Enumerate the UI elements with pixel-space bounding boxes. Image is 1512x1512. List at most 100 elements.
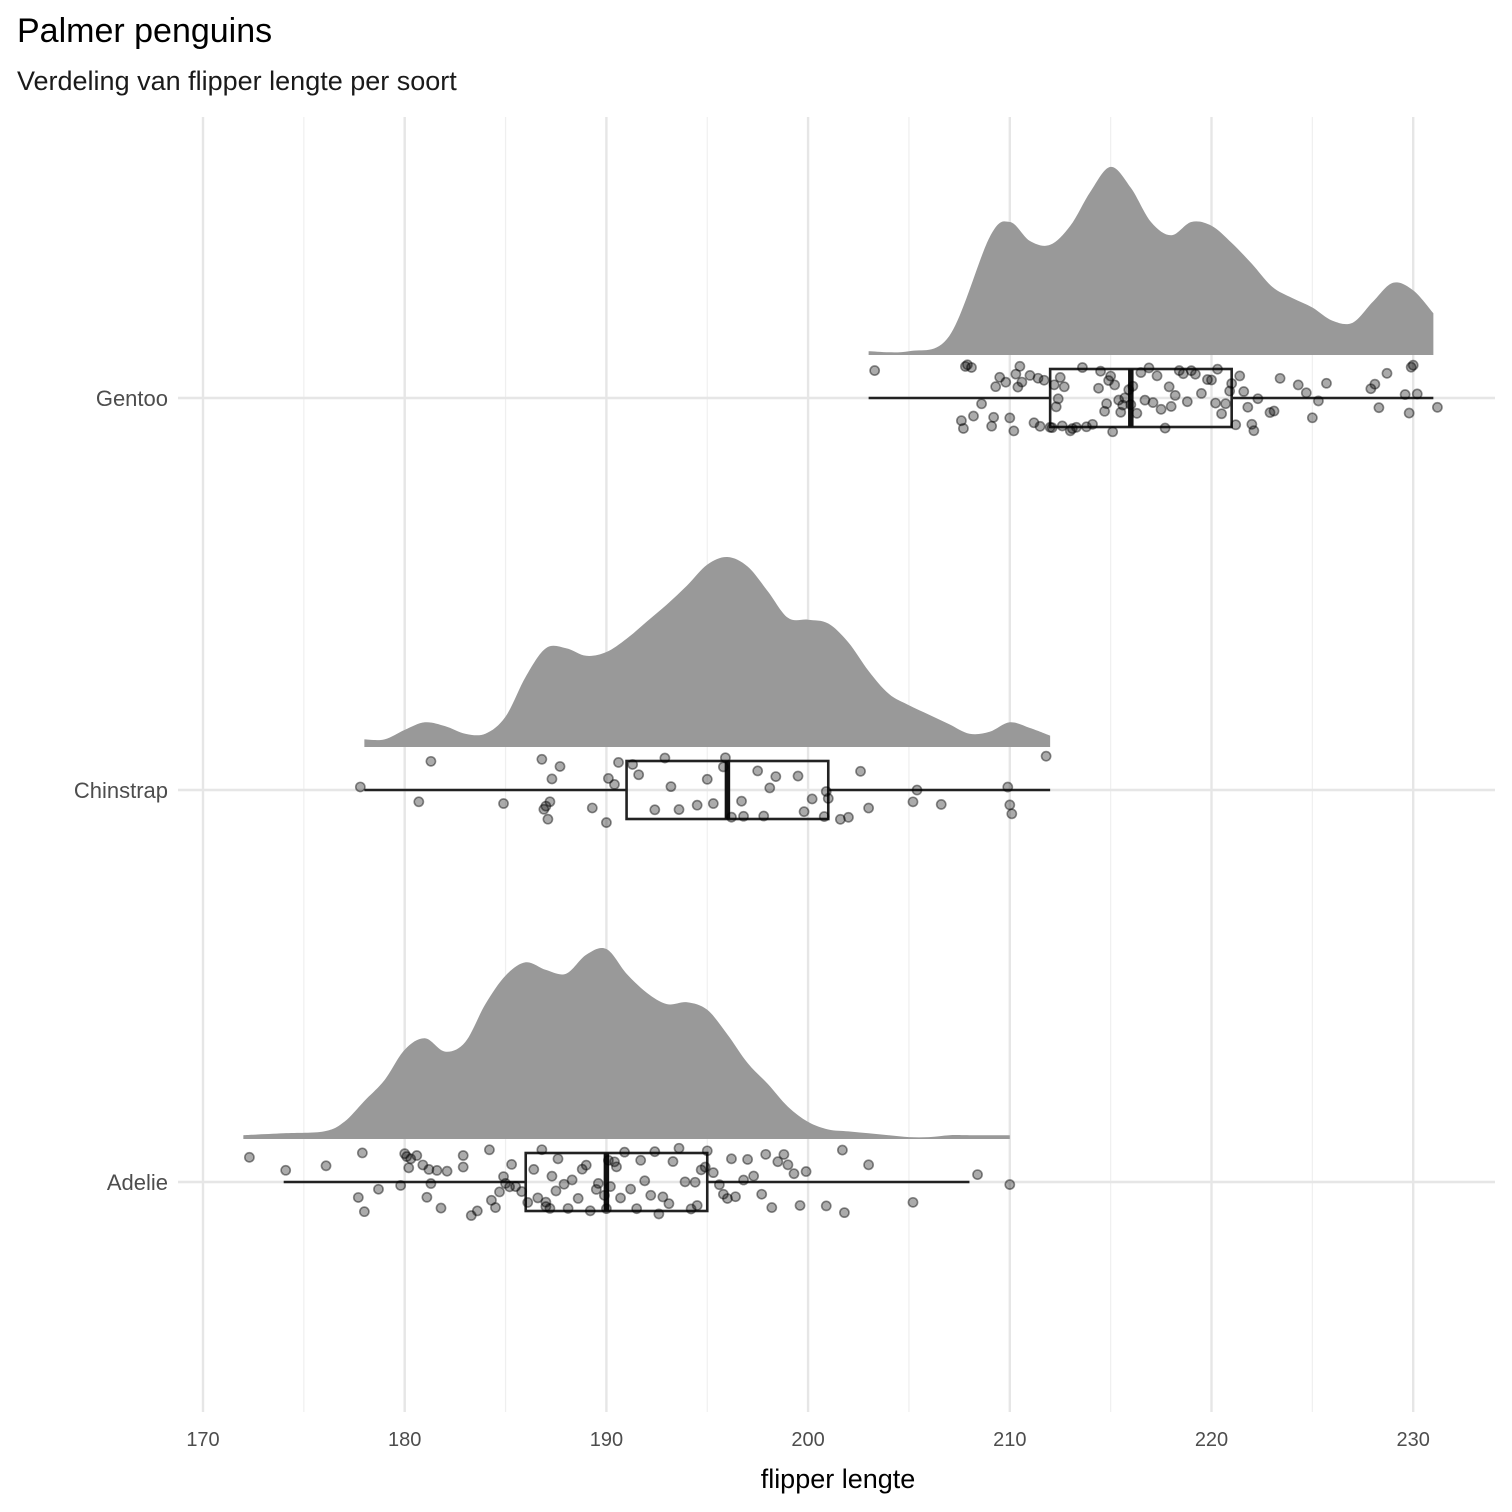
data-point — [748, 1170, 760, 1182]
data-point — [764, 782, 776, 794]
data-point — [659, 752, 671, 764]
data-point — [1093, 382, 1104, 394]
data-point — [566, 1174, 578, 1186]
data-point — [1306, 412, 1318, 424]
data-point — [1054, 372, 1066, 383]
x-tick-label: 210 — [993, 1429, 1026, 1451]
data-point — [972, 1169, 983, 1181]
data-point — [907, 1196, 919, 1208]
data-point — [663, 1198, 675, 1210]
data-point — [619, 1146, 630, 1158]
chart-subtitle: Verdeling van flipper lengte per soort — [17, 66, 457, 96]
data-point — [679, 1176, 691, 1188]
data-point — [1365, 383, 1377, 395]
data-point — [736, 795, 747, 807]
data-point — [609, 778, 620, 790]
data-point — [441, 1165, 453, 1177]
data-point — [584, 1205, 596, 1217]
data-point — [691, 1200, 703, 1211]
data-point — [639, 1175, 651, 1187]
data-point — [1206, 374, 1217, 386]
data-point — [356, 1147, 368, 1159]
iqr-box — [1048, 367, 1233, 429]
data-point — [717, 1188, 729, 1200]
data-point — [542, 813, 554, 825]
data-point — [966, 362, 977, 373]
data-point — [465, 1210, 477, 1221]
data-point — [695, 1164, 707, 1176]
data-point — [358, 1206, 370, 1218]
data-point — [1196, 387, 1207, 399]
data-point — [863, 1159, 875, 1171]
iqr-box — [524, 1151, 709, 1213]
data-point — [1405, 361, 1417, 373]
data-point — [1131, 407, 1143, 419]
data-point — [1056, 420, 1068, 432]
data-point — [726, 1153, 737, 1165]
data-point — [1173, 365, 1185, 376]
data-point — [395, 1180, 407, 1191]
data-point — [673, 804, 685, 815]
data-point — [1040, 750, 1052, 762]
category-label: Gentoo — [96, 386, 168, 411]
data-point — [592, 1178, 604, 1189]
data-point — [1107, 426, 1119, 438]
data-point — [544, 1203, 556, 1214]
data-point — [645, 1189, 657, 1201]
data-point — [627, 759, 639, 770]
data-point — [1300, 387, 1312, 399]
data-point — [976, 398, 987, 410]
data-point — [1010, 368, 1022, 380]
data-point — [586, 802, 598, 814]
data-point — [572, 1192, 584, 1204]
data-point — [794, 1200, 806, 1211]
data-point — [399, 1148, 411, 1160]
data-point — [1292, 379, 1304, 391]
data-point — [528, 1163, 540, 1175]
data-point — [506, 1159, 518, 1170]
data-point — [243, 1151, 255, 1163]
data-point — [1202, 374, 1213, 385]
data-point — [532, 1192, 544, 1204]
data-point — [1095, 365, 1106, 377]
data-point — [1189, 368, 1201, 380]
data-point — [818, 811, 830, 822]
data-point — [413, 796, 425, 808]
data-point — [590, 1183, 602, 1195]
data-point — [1159, 422, 1171, 434]
data-point — [1123, 384, 1135, 396]
data-point — [536, 1144, 548, 1156]
data-point — [425, 1178, 437, 1189]
data-point — [1177, 368, 1189, 380]
x-tick-label: 220 — [1195, 1429, 1228, 1451]
data-point — [699, 1161, 711, 1173]
data-point — [1066, 423, 1078, 434]
data-point — [1381, 367, 1393, 379]
data-point — [792, 770, 804, 782]
data-point — [411, 1150, 423, 1161]
data-point — [689, 1176, 701, 1188]
data-point — [1034, 420, 1046, 432]
x-tick-label: 200 — [791, 1429, 824, 1451]
data-point — [1099, 405, 1110, 417]
data-point — [540, 800, 552, 812]
data-point — [1048, 379, 1060, 391]
axis-labels: 170 180 190 200 210 220 230 Gentoo Chinstrap Adel… — [74, 386, 1430, 1451]
data-point — [820, 786, 832, 797]
data-point — [1230, 419, 1242, 431]
data-point — [1038, 374, 1050, 386]
data-point — [1077, 362, 1088, 373]
data-point — [717, 761, 729, 773]
data-point — [538, 803, 550, 815]
data-point — [615, 1192, 626, 1204]
data-point — [613, 757, 624, 768]
data-point — [1002, 781, 1014, 793]
data-point — [758, 810, 770, 822]
data-point — [1163, 381, 1175, 393]
data-point — [354, 781, 366, 793]
data-point — [1006, 808, 1018, 820]
data-point — [1105, 370, 1117, 382]
data-point — [1224, 385, 1236, 397]
data-point — [1117, 399, 1129, 411]
x-tick-label: 190 — [590, 1429, 623, 1451]
